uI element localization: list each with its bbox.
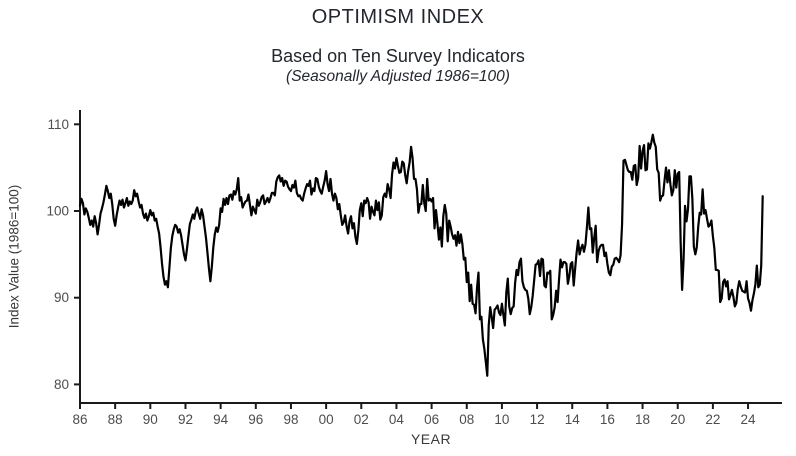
y-tick-label: 90 <box>54 290 69 305</box>
y-tick-label: 110 <box>47 117 69 132</box>
x-tick-label: 02 <box>354 412 369 427</box>
x-tick-label: 08 <box>459 412 474 427</box>
x-tick-label: 96 <box>248 412 263 427</box>
x-tick-label: 86 <box>72 412 87 427</box>
x-tick-label: 20 <box>670 412 685 427</box>
x-tick-label: 06 <box>424 412 439 427</box>
x-tick-label: 88 <box>108 412 123 427</box>
x-tick-label: 18 <box>635 412 650 427</box>
x-tick-label: 22 <box>705 412 720 427</box>
x-tick-label: 04 <box>389 412 405 427</box>
y-tick-label: 100 <box>46 204 69 219</box>
x-tick-label: 14 <box>565 412 581 427</box>
x-tick-label: 94 <box>213 412 229 427</box>
y-tick-label: 80 <box>54 377 69 392</box>
x-tick-label: 92 <box>178 412 193 427</box>
x-tick-label: 16 <box>600 412 615 427</box>
chart-title: OPTIMISM INDEX <box>311 6 485 28</box>
x-tick-label: 98 <box>283 412 298 427</box>
x-tick-label: 24 <box>741 412 757 427</box>
x-tick-label: 12 <box>530 412 545 427</box>
x-axis-title: YEAR <box>410 431 452 447</box>
x-tick-label: 90 <box>143 412 158 427</box>
x-tick-label: 10 <box>494 412 509 427</box>
optimism-index-line <box>78 133 764 377</box>
chart-subtitle: Based on Ten Survey Indicators <box>271 46 525 66</box>
chart-note: (Seasonally Adjusted 1986=100) <box>286 68 510 85</box>
x-tick-label: 00 <box>319 412 334 427</box>
